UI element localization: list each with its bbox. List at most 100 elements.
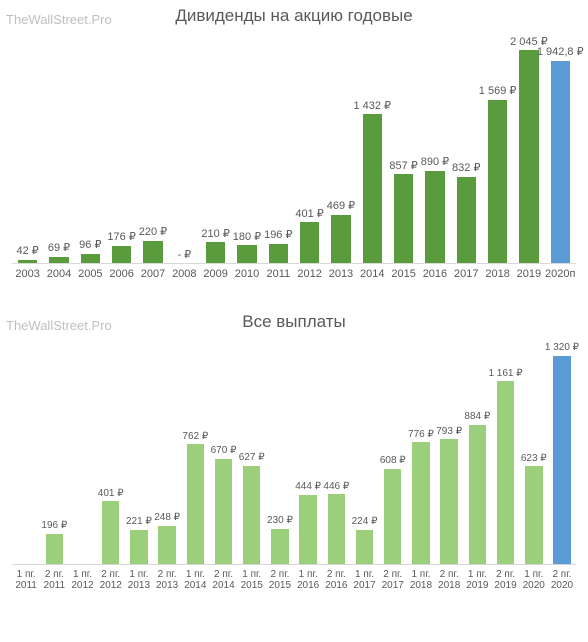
bar-slot: 1 161 ₽ (491, 381, 519, 565)
chart-x-axis: 2003200420052006200720082009201020112012… (12, 268, 576, 280)
bar-value-label: 469 ₽ (327, 201, 355, 213)
x-tick-label: 1 пг. 2017 (350, 569, 378, 591)
bar (525, 466, 542, 565)
bar-value-label: 762 ₽ (182, 432, 208, 443)
chart-baseline (12, 564, 576, 565)
x-tick-label: 2015 (388, 268, 419, 280)
bar-value-label: 890 ₽ (421, 157, 449, 169)
x-tick-label: 2009 (200, 268, 231, 280)
bar-slot: 1 320 ₽ (548, 356, 576, 565)
bar (363, 114, 382, 264)
bar (158, 526, 175, 565)
x-tick-label: 2005 (75, 268, 106, 280)
x-tick-label: 1 пг. 2014 (181, 569, 209, 591)
x-tick-label: 2 пг. 2018 (435, 569, 463, 591)
x-tick-label: 2 пг. 2013 (153, 569, 181, 591)
x-tick-label: 2019 (513, 268, 544, 280)
x-tick-label: 2004 (43, 268, 74, 280)
chart-title: Дивиденды на акцию годовые (0, 6, 588, 26)
bar (425, 171, 444, 264)
bar-value-label: 196 ₽ (264, 230, 292, 242)
bar-slot: 762 ₽ (181, 444, 209, 565)
bar-value-label: 42 ₽ (17, 246, 39, 258)
x-tick-label: 1 пг. 2012 (68, 569, 96, 591)
bar-slot: 1 569 ₽ (482, 100, 513, 264)
x-tick-label: 2 пг. 2012 (97, 569, 125, 591)
bar-value-label: 224 ₽ (352, 517, 378, 528)
bar-value-label: 1 161 ₽ (488, 369, 522, 380)
x-tick-label: 2 пг. 2020 (548, 569, 576, 591)
bar-value-label: 401 ₽ (98, 489, 124, 500)
x-tick-label: 2008 (169, 268, 200, 280)
bar-value-label: 1 432 ₽ (353, 101, 391, 113)
bar-slot: 446 ₽ (322, 494, 350, 565)
bar-value-label: 1 569 ₽ (479, 86, 517, 98)
bar (457, 177, 476, 264)
x-tick-label: 2017 (451, 268, 482, 280)
x-tick-label: 2014 (357, 268, 388, 280)
bar-value-label: 220 ₽ (139, 227, 167, 239)
x-tick-label: 1 пг. 2019 (463, 569, 491, 591)
bar-slot: 401 ₽ (97, 501, 125, 565)
x-tick-label: 2 пг. 2015 (266, 569, 294, 591)
bar (469, 425, 486, 565)
bar-slot: 623 ₽ (520, 466, 548, 565)
bar-value-label: 832 ₽ (452, 163, 480, 175)
chart-bars: 42 ₽69 ₽96 ₽176 ₽220 ₽- ₽210 ₽180 ₽196 ₽… (12, 50, 576, 264)
bar (328, 494, 345, 565)
bar (551, 61, 570, 264)
bar (143, 241, 162, 264)
bar-slot: 793 ₽ (435, 439, 463, 565)
bar-slot: 670 ₽ (209, 459, 237, 565)
x-tick-label: 2007 (137, 268, 168, 280)
x-tick-label: 2012 (294, 268, 325, 280)
bar-value-label: 180 ₽ (233, 232, 261, 244)
bar-value-label: - ₽ (177, 250, 191, 262)
x-tick-label: 2016 (419, 268, 450, 280)
bar (440, 439, 457, 565)
x-tick-label: 2010 (231, 268, 262, 280)
bar-slot: 627 ₽ (238, 466, 266, 565)
bar-slot: 776 ₽ (407, 442, 435, 565)
bar-value-label: 176 ₽ (107, 232, 135, 244)
bar-value-label: 857 ₽ (389, 161, 417, 173)
bar-slot: 1 942,8 ₽ (545, 61, 576, 264)
bar (412, 442, 429, 565)
bar-value-label: 670 ₽ (211, 446, 237, 457)
chart-all-payouts: TheWallStreet.Pro Все выплаты 196 ₽401 ₽… (0, 312, 588, 612)
bar-slot: 196 ₽ (40, 534, 68, 565)
bar (299, 495, 316, 565)
bar-value-label: 776 ₽ (408, 430, 434, 441)
bar-value-label: 96 ₽ (79, 240, 101, 252)
x-tick-label: 2018 (482, 268, 513, 280)
bar-value-label: 623 ₽ (521, 454, 547, 465)
x-tick-label: 2013 (325, 268, 356, 280)
bar-value-label: 69 ₽ (48, 243, 70, 255)
chart-plot-area: 196 ₽401 ₽221 ₽248 ₽762 ₽670 ₽627 ₽230 ₽… (12, 340, 576, 565)
x-tick-label: 2006 (106, 268, 137, 280)
x-tick-label: 2 пг. 2016 (322, 569, 350, 591)
x-tick-label: 2003 (12, 268, 43, 280)
bar (237, 245, 256, 264)
bar-value-label: 627 ₽ (239, 453, 265, 464)
bar (215, 459, 232, 565)
bar-slot: 230 ₽ (266, 529, 294, 565)
x-tick-label: 1 пг. 2016 (294, 569, 322, 591)
chart-baseline (12, 263, 576, 264)
bar-value-label: 446 ₽ (323, 482, 349, 493)
bar-value-label: 793 ₽ (436, 427, 462, 438)
bar (553, 356, 570, 565)
bar-value-label: 884 ₽ (464, 412, 490, 423)
bar (130, 530, 147, 565)
x-tick-label: 1 пг. 2011 (12, 569, 40, 591)
x-tick-label: 1 пг. 2020 (520, 569, 548, 591)
bar (300, 222, 319, 264)
bar-value-label: 196 ₽ (41, 521, 67, 532)
bar-value-label: 1 320 ₽ (545, 343, 579, 354)
bar-slot: 196 ₽ (263, 244, 294, 264)
bar-slot: 180 ₽ (231, 245, 262, 264)
bar-value-label: 1 942,8 ₽ (537, 47, 584, 59)
bar (331, 215, 350, 264)
bar-slot: 444 ₽ (294, 495, 322, 565)
bar-slot: 884 ₽ (463, 425, 491, 565)
